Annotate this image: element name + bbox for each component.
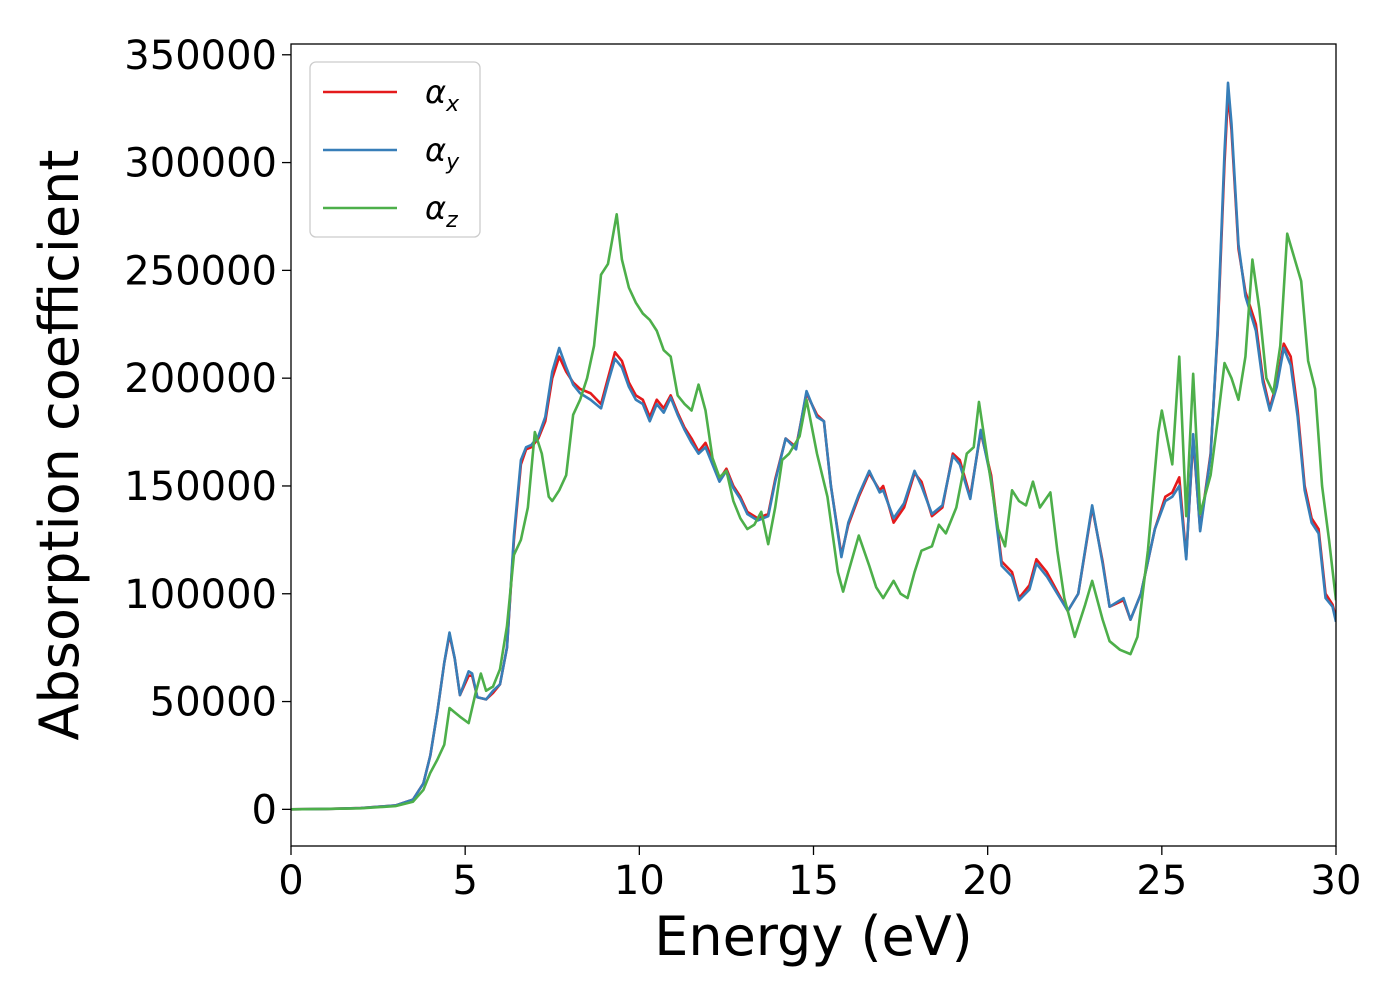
series-layer <box>291 81 1336 811</box>
series-line-y <box>291 81 1336 811</box>
y-axis-title: Absorption coefficient <box>28 150 91 741</box>
series-line-z <box>291 213 1336 811</box>
x-tick-label: 25 <box>1136 858 1187 904</box>
x-tick-label: 10 <box>614 858 665 904</box>
legend-item-y: αy <box>323 131 460 175</box>
y-tick-label: 150000 <box>124 464 277 510</box>
y-tick-label: 50000 <box>150 680 277 726</box>
x-tick-label: 20 <box>962 858 1013 904</box>
x-tick-label: 5 <box>452 858 477 904</box>
y-tick-label: 350000 <box>124 33 277 79</box>
y-axis: 0 50000 100000 150000 200000 250000 300000 3500… <box>124 33 291 833</box>
y-tick-label: 100000 <box>124 572 277 618</box>
legend-item-x: αx <box>323 73 460 117</box>
x-axis: 0 5 10 15 20 25 30 <box>278 846 1361 904</box>
legend-item-z: αz <box>323 189 458 233</box>
x-tick-label: 15 <box>788 858 839 904</box>
x-tick-label: 30 <box>1311 858 1362 904</box>
y-tick-label: 0 <box>252 787 277 833</box>
y-tick-label: 300000 <box>124 141 277 187</box>
legend: αx αy αz <box>309 61 481 238</box>
y-tick-label: 250000 <box>124 248 277 294</box>
legend-label: αy <box>425 131 460 175</box>
legend-label: αx <box>425 73 460 117</box>
legend-label: αz <box>425 189 458 233</box>
x-tick-label: 0 <box>278 858 303 904</box>
y-tick-label: 200000 <box>124 356 277 402</box>
x-axis-title: Energy (eV) <box>654 905 973 968</box>
